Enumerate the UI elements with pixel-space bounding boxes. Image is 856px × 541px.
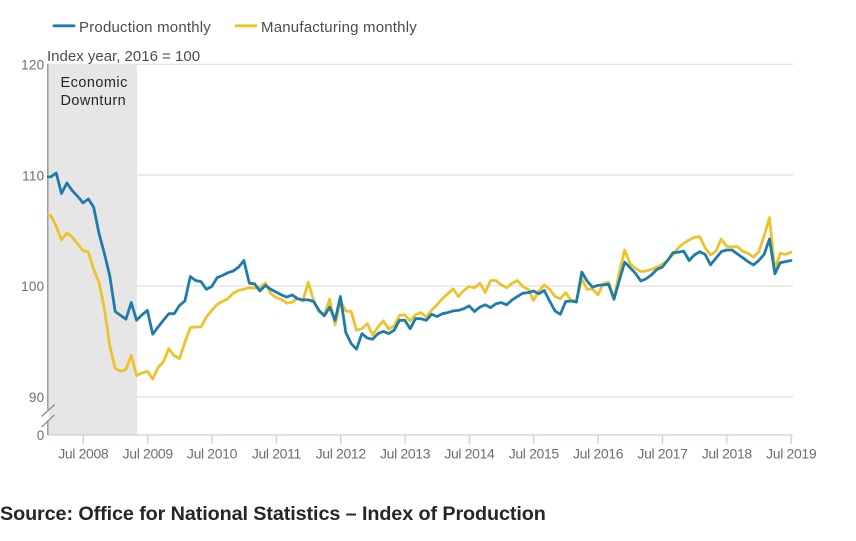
svg-text:Jul 2009: Jul 2009	[123, 446, 174, 462]
svg-text:Index year, 2016 = 100: Index year, 2016 = 100	[47, 48, 200, 65]
svg-text:Manufacturing monthly: Manufacturing monthly	[261, 19, 417, 36]
svg-text:Economic: Economic	[61, 75, 128, 91]
svg-text:Jul 2015: Jul 2015	[509, 446, 560, 462]
svg-text:Production monthly: Production monthly	[79, 19, 211, 36]
svg-text:110: 110	[22, 168, 44, 183]
svg-text:Jul 2013: Jul 2013	[380, 446, 431, 462]
svg-text:90: 90	[29, 390, 45, 405]
svg-text:100: 100	[21, 279, 44, 294]
svg-text:Jul 2017: Jul 2017	[637, 446, 688, 462]
svg-text:Jul 2018: Jul 2018	[702, 446, 753, 462]
svg-text:120: 120	[21, 58, 44, 73]
svg-text:Jul 2012: Jul 2012	[316, 446, 367, 462]
svg-text:0: 0	[37, 428, 45, 443]
svg-text:Jul 2019: Jul 2019	[766, 446, 817, 462]
svg-text:Jul 2008: Jul 2008	[58, 446, 109, 462]
svg-text:Downturn: Downturn	[61, 93, 127, 109]
svg-text:Jul 2016: Jul 2016	[573, 446, 624, 462]
svg-text:Jul 2011: Jul 2011	[252, 446, 302, 462]
svg-text:Jul 2010: Jul 2010	[187, 446, 238, 462]
svg-text:Source: Office for National St: Source: Office for National Statistics –…	[0, 503, 546, 525]
svg-text:Jul 2014: Jul 2014	[444, 446, 495, 462]
